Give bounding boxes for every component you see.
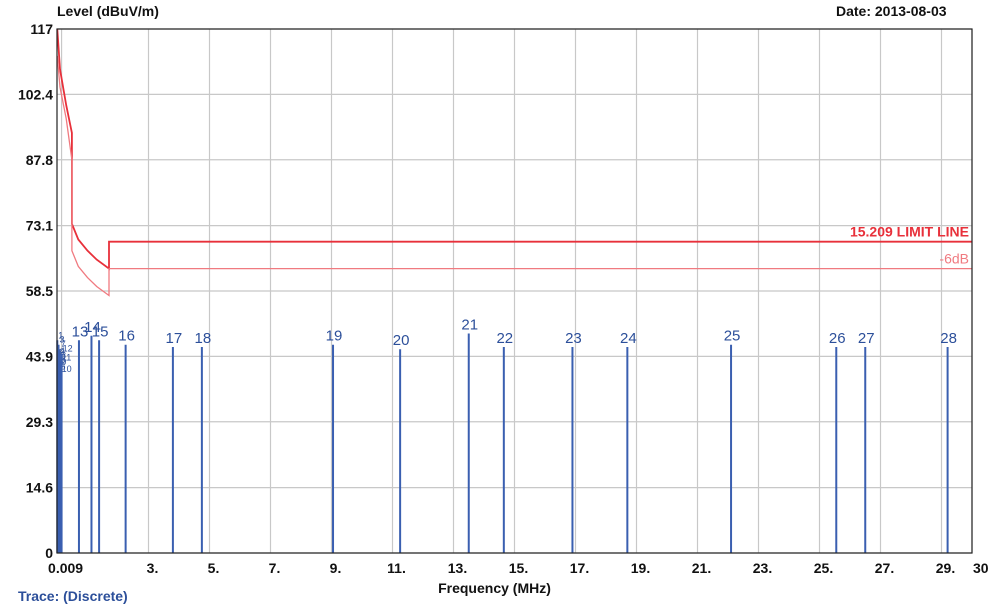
marker-label: 24 bbox=[620, 330, 637, 347]
y-tick-label: 102.4 bbox=[18, 86, 53, 102]
marker-label: 28 bbox=[940, 330, 957, 347]
y-tick-label: 43.9 bbox=[26, 348, 53, 364]
x-tick-label: 7. bbox=[269, 560, 281, 576]
marker-label: 27 bbox=[858, 330, 875, 347]
x-tick-label: 13. bbox=[448, 560, 467, 576]
y-tick-label: 87.8 bbox=[26, 152, 53, 168]
x-tick-label: 29. bbox=[936, 560, 955, 576]
x-axis-title: Frequency (MHz) bbox=[438, 580, 551, 596]
marker-label: 14 bbox=[84, 319, 101, 336]
marker-label: 8 bbox=[61, 350, 66, 360]
marker-label: 15 bbox=[92, 323, 109, 340]
grid-lines bbox=[57, 28, 973, 554]
limit-line-series bbox=[56, 55, 972, 297]
y-tick-label: 14.6 bbox=[26, 480, 53, 496]
marker-label: 20 bbox=[393, 332, 410, 349]
x-tick-label: 0.009 bbox=[48, 560, 83, 576]
limit-line-series bbox=[56, 28, 972, 271]
marker-label: 26 bbox=[829, 330, 846, 347]
y-tick-label: 58.5 bbox=[26, 283, 53, 299]
limit-line-label: -6dB bbox=[939, 251, 969, 267]
marker-label: 13 bbox=[72, 323, 89, 340]
y-tick-label: 117 bbox=[30, 21, 53, 37]
marker-label: 9 bbox=[61, 357, 66, 367]
date-label: Date: 2013-08-03 bbox=[836, 3, 947, 19]
marker-label: 11 bbox=[62, 353, 71, 363]
limit-labels: 15.209 LIMIT LINE -6dB bbox=[850, 224, 969, 267]
x-tick-label: 21. bbox=[692, 560, 711, 576]
y-tick-label: 29.3 bbox=[26, 414, 53, 430]
x-tick-label: 30 bbox=[973, 560, 989, 576]
x-tick-label: 23. bbox=[753, 560, 772, 576]
x-tick-label: 19. bbox=[631, 560, 650, 576]
x-tick-label: 17. bbox=[570, 560, 589, 576]
plot-frame bbox=[56, 28, 973, 554]
marker-label: 17 bbox=[166, 330, 183, 347]
x-tick-label: 9. bbox=[330, 560, 342, 576]
marker-label: 19 bbox=[326, 328, 343, 345]
x-tick-label: 27. bbox=[875, 560, 894, 576]
marker-label: 22 bbox=[496, 330, 513, 347]
marker-label: 18 bbox=[195, 330, 212, 347]
limit-lines bbox=[56, 28, 972, 297]
marker-label: 5 bbox=[60, 355, 65, 365]
y-tick-labels: 0 14.6 29.3 43.9 58.5 73.1 87.8 102.4 117 bbox=[18, 21, 53, 561]
marker-label: 4 bbox=[60, 346, 65, 356]
marker-label: 16 bbox=[118, 328, 135, 345]
x-tick-labels: 0.009 3. 5. 7. 9. 11. 13. 15. 17. 19. 21. 23. 25. 27.… bbox=[48, 560, 989, 576]
marker-label: 1 bbox=[58, 330, 63, 340]
marker-label: 10 bbox=[62, 364, 72, 374]
marker-label: 25 bbox=[724, 328, 741, 345]
x-tick-label: 15. bbox=[509, 560, 528, 576]
marker-label: 3 bbox=[60, 335, 65, 345]
marker-label: 2 bbox=[59, 347, 64, 357]
y-axis-title: Level (dBuV/m) bbox=[57, 3, 159, 19]
y-tick-label: 0 bbox=[45, 545, 53, 561]
marker-label: 23 bbox=[565, 330, 582, 347]
marker-label: 21 bbox=[461, 317, 478, 334]
marker-label: 12 bbox=[63, 344, 73, 354]
marker-label: 7 bbox=[61, 339, 66, 349]
x-tick-label: 25. bbox=[814, 560, 833, 576]
marker-label: 6 bbox=[60, 362, 65, 372]
x-tick-label: 5. bbox=[208, 560, 220, 576]
limit-line-label: 15.209 LIMIT LINE bbox=[850, 224, 969, 240]
x-tick-label: 11. bbox=[387, 560, 406, 576]
x-tick-label: 3. bbox=[147, 560, 159, 576]
y-tick-label: 73.1 bbox=[26, 218, 53, 234]
